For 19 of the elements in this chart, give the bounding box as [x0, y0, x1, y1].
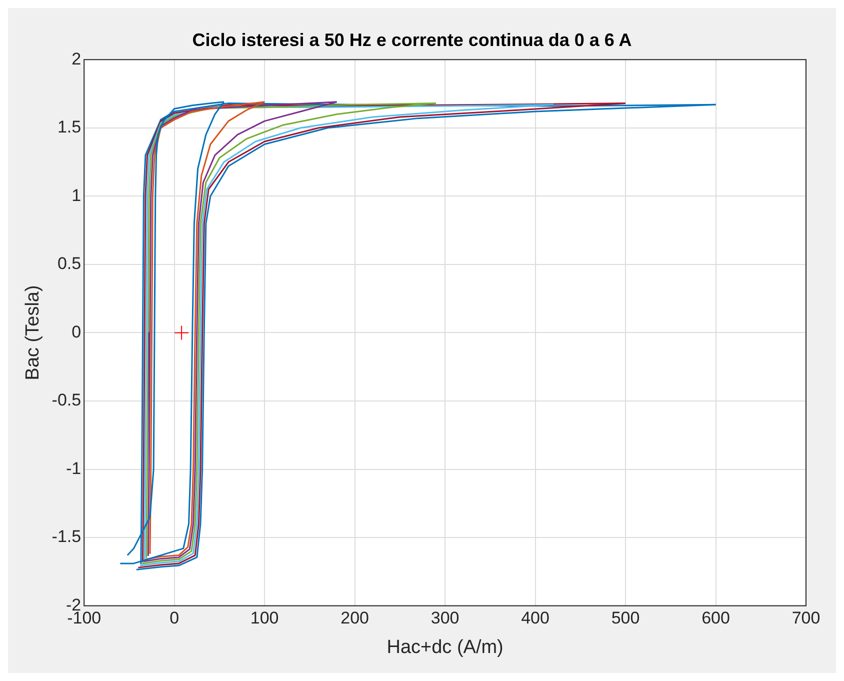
- x-axis-title: Hac+dc (A/m): [386, 636, 504, 658]
- y-tick-label: 2: [72, 49, 82, 68]
- x-tick-label: 0: [170, 608, 180, 628]
- y-tick-label: -1: [66, 458, 82, 478]
- y-tick-label: 0.5: [57, 254, 82, 274]
- y-tick-label: 0: [72, 322, 82, 342]
- y-axis-title: Bac (Tesla): [22, 285, 44, 380]
- x-tick-label: 200: [340, 608, 369, 628]
- y-tick-label: 1.5: [57, 118, 82, 137]
- y-tick-label: -0.5: [52, 390, 82, 410]
- x-tick-label: 400: [521, 608, 550, 628]
- y-tick-label: 1: [72, 186, 82, 205]
- x-tick-label: 100: [250, 608, 279, 628]
- x-tick-label: 600: [702, 608, 730, 628]
- x-tick-label: 500: [611, 608, 640, 628]
- x-tick-label: 700: [792, 608, 820, 628]
- y-tick-label: -1.5: [52, 527, 82, 546]
- chart-title: Ciclo isteresi a 50 Hz e corrente continua da 0 a 6 A: [192, 30, 632, 50]
- x-tick-label: 300: [430, 608, 460, 628]
